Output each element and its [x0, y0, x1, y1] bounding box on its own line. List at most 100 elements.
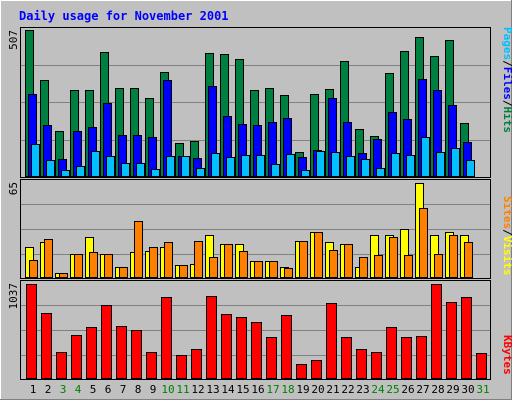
bar-kbytes-kbytes-day-31	[476, 353, 487, 379]
legend-hits-label: Hits	[501, 107, 512, 134]
day-label-13: 13	[206, 383, 219, 396]
day-label-27: 27	[416, 383, 429, 396]
bar-visits-sites-day-9	[149, 247, 158, 278]
bar-hits-pages-day-8	[136, 163, 145, 177]
bar-hits-pages-day-1	[31, 144, 40, 177]
day-label-11: 11	[176, 383, 189, 396]
bar-visits-sites-day-14	[224, 244, 233, 278]
bar-hits-pages-day-24	[376, 168, 385, 177]
bar-hits-pages-day-21	[331, 152, 340, 177]
bar-kbytes-kbytes-day-9	[146, 352, 157, 379]
bar-hits-pages-day-17	[271, 164, 280, 177]
day-label-20: 20	[311, 383, 324, 396]
day-label-31: 31	[476, 383, 489, 396]
bar-kbytes-kbytes-day-23	[356, 349, 367, 379]
bar-hits-pages-day-15	[241, 155, 250, 177]
bar-visits-sites-day-29	[449, 235, 458, 278]
bar-hits-pages-day-29	[451, 148, 460, 177]
day-label-25: 25	[386, 383, 399, 396]
bar-hits-pages-day-6	[106, 156, 115, 177]
bar-visits-sites-day-12	[194, 241, 203, 278]
bar-visits-sites-day-27	[419, 208, 428, 278]
legend-visits: Sites/Visits	[501, 196, 512, 276]
bar-hits-pages-day-10	[166, 156, 175, 177]
bar-visits-sites-day-18	[284, 268, 293, 278]
bar-kbytes-kbytes-day-4	[71, 335, 82, 379]
bar-kbytes-kbytes-day-16	[251, 322, 262, 379]
bar-visits-sites-day-23	[359, 257, 368, 278]
bar-visits-sites-day-4	[74, 254, 83, 278]
bar-hits-pages-day-4	[76, 166, 85, 177]
legend-sep-2: /	[501, 100, 512, 107]
legend-visits-label: Visits	[501, 236, 512, 276]
bar-kbytes-kbytes-day-17	[266, 337, 277, 379]
bar-kbytes-kbytes-day-26	[401, 337, 412, 379]
day-label-9: 9	[150, 383, 157, 396]
day-label-7: 7	[120, 383, 127, 396]
day-label-23: 23	[356, 383, 369, 396]
bar-visits-sites-day-7	[119, 267, 128, 278]
bar-hits-pages-day-30	[466, 160, 475, 177]
legend-pages: Pages	[501, 27, 512, 60]
bar-visits-sites-day-1	[29, 260, 38, 278]
day-label-28: 28	[431, 383, 444, 396]
bar-kbytes-kbytes-day-8	[131, 330, 142, 379]
bar-visits-sites-day-8	[134, 221, 143, 278]
bar-visits-sites-day-30	[464, 242, 473, 278]
bar-hits-pages-day-18	[286, 154, 295, 177]
bar-kbytes-kbytes-day-27	[416, 336, 427, 379]
bar-visits-sites-day-10	[164, 242, 173, 278]
day-label-30: 30	[461, 383, 474, 396]
bar-hits-pages-day-16	[256, 155, 265, 177]
day-label-14: 14	[221, 383, 235, 396]
bar-visits-sites-day-20	[314, 232, 323, 278]
day-label-18: 18	[281, 383, 294, 396]
day-label-29: 29	[446, 383, 459, 396]
bar-hits-pages-day-9	[151, 169, 160, 177]
bar-kbytes-kbytes-day-12	[191, 349, 202, 379]
bar-visits-sites-day-5	[89, 252, 98, 278]
bar-visits-sites-day-13	[209, 257, 218, 278]
bar-kbytes-kbytes-day-20	[311, 360, 322, 379]
day-label-19: 19	[296, 383, 309, 396]
bar-kbytes-kbytes-day-3	[56, 352, 67, 379]
bar-visits-sites-day-6	[104, 254, 113, 278]
bar-hits-pages-day-27	[421, 137, 430, 177]
day-label-15: 15	[236, 383, 249, 396]
bar-kbytes-kbytes-day-21	[326, 303, 337, 379]
day-label-layer: 1 2 3 4 5 6 7 8 9 10 11 12 13 14 15 16 17 18 19 20 21 22 23 24 2…	[30, 383, 490, 396]
bar-hits-pages-day-20	[316, 151, 325, 177]
chart-title: Daily usage for November 2001	[19, 9, 229, 23]
bar-hits-pages-day-28	[436, 152, 445, 177]
bar-visits-sites-day-17	[269, 261, 278, 278]
day-label-10: 10	[161, 383, 174, 396]
day-label-5: 5	[90, 383, 97, 396]
bar-hits-pages-day-7	[121, 163, 130, 177]
bar-visits-sites-day-28	[434, 254, 443, 278]
legend-kbytes-label: KBytes	[501, 335, 512, 375]
bar-visits-sites-day-21	[329, 250, 338, 278]
bar-hits-pages-day-12	[196, 168, 205, 177]
bar-kbytes-kbytes-day-1	[26, 284, 37, 379]
day-label-17: 17	[266, 383, 279, 396]
bar-hits-pages-day-23	[361, 159, 370, 177]
bar-visits-sites-day-11	[179, 265, 188, 278]
day-label-8: 8	[135, 383, 142, 396]
bar-hits-pages-day-13	[211, 153, 220, 177]
bar-hits-pages-day-22	[346, 156, 355, 177]
bar-hits-pages-day-5	[91, 151, 100, 177]
bar-hits-pages-day-19	[301, 170, 310, 177]
bar-kbytes-kbytes-day-22	[341, 337, 352, 379]
bar-visits-sites-day-25	[389, 237, 398, 278]
bar-visits-sites-day-3	[59, 273, 68, 278]
legend-sites: Sites	[501, 196, 512, 229]
legend-kbytes: KBytes	[501, 335, 512, 375]
bar-kbytes-kbytes-day-29	[446, 302, 457, 379]
bar-kbytes-kbytes-day-11	[176, 355, 187, 379]
bar-kbytes-kbytes-day-14	[221, 314, 232, 379]
legend-files: Files	[501, 67, 512, 100]
bar-visits-sites-day-26	[404, 255, 413, 278]
bar-hits-pages-day-26	[406, 155, 415, 177]
bar-visits-sites-day-2	[44, 239, 53, 278]
